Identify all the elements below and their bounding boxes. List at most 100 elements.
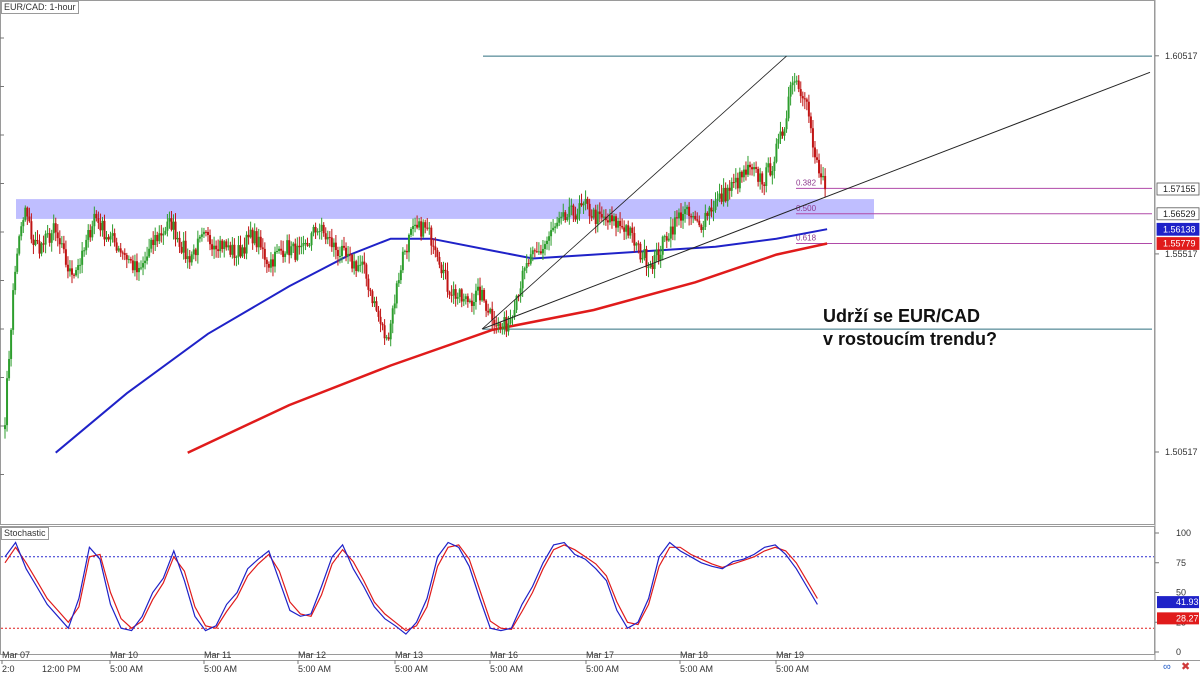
candle-body bbox=[661, 236, 664, 255]
candle-body bbox=[188, 256, 191, 263]
candle-body bbox=[56, 232, 59, 239]
candle-body bbox=[276, 250, 279, 252]
candle-body bbox=[529, 254, 532, 264]
candle-body bbox=[204, 231, 207, 233]
stoch-badge-label: 41.93 bbox=[1176, 597, 1199, 607]
candle-body bbox=[338, 255, 341, 257]
candle-body bbox=[598, 211, 601, 215]
candle-body bbox=[22, 220, 25, 227]
price-badge-label: 1.56529 bbox=[1163, 209, 1196, 219]
candle-body bbox=[156, 235, 159, 242]
candle-body bbox=[387, 337, 390, 340]
candle-body bbox=[773, 161, 776, 171]
candle-body bbox=[574, 215, 577, 220]
candle-body bbox=[322, 224, 325, 234]
candle-body bbox=[771, 170, 774, 176]
annotation-line-2: v rostoucím trendu? bbox=[823, 329, 998, 349]
candle-body bbox=[391, 308, 394, 324]
candle-body bbox=[462, 299, 465, 302]
candle-body bbox=[785, 118, 788, 130]
time-tick-label: 5:00 AM bbox=[110, 664, 143, 674]
candle-body bbox=[172, 221, 175, 230]
candle-body bbox=[235, 256, 238, 258]
candle-body bbox=[381, 323, 384, 326]
candle-body bbox=[410, 229, 412, 235]
candle-body bbox=[623, 227, 626, 232]
candle-body bbox=[665, 236, 668, 241]
candle-body bbox=[83, 250, 86, 252]
time-tick-label: Mar 10 bbox=[110, 650, 138, 660]
candle-body bbox=[46, 233, 49, 235]
candle-body bbox=[105, 237, 108, 240]
candle-body bbox=[217, 249, 220, 252]
candle-body bbox=[566, 217, 569, 221]
candle-body bbox=[251, 229, 254, 244]
candle-body bbox=[308, 245, 311, 247]
candle-body bbox=[182, 240, 185, 253]
candle-body bbox=[533, 250, 536, 252]
candle-body bbox=[223, 241, 226, 249]
candle-body bbox=[635, 243, 638, 246]
candle-body bbox=[316, 231, 319, 233]
link-icon[interactable]: ∞ bbox=[1163, 661, 1171, 673]
candle-body bbox=[310, 233, 313, 246]
candle-body bbox=[424, 222, 427, 228]
stoch-tick-label: 75 bbox=[1176, 558, 1186, 568]
candle-body bbox=[742, 169, 745, 178]
close-icon[interactable]: ✖ bbox=[1181, 661, 1191, 673]
candle-body bbox=[710, 207, 713, 212]
candle-body bbox=[369, 289, 372, 292]
candle-body bbox=[158, 233, 161, 242]
candle-body bbox=[302, 243, 305, 246]
candle-body bbox=[117, 248, 120, 251]
time-tick-label: Mar 17 bbox=[586, 650, 614, 660]
candle-body bbox=[87, 230, 90, 240]
candle-body bbox=[822, 175, 825, 178]
candle-body bbox=[28, 216, 31, 222]
candle-body bbox=[211, 244, 214, 250]
candle-body bbox=[795, 80, 798, 82]
candle-body bbox=[77, 265, 80, 271]
candle-body bbox=[582, 203, 585, 206]
candle-body bbox=[225, 241, 228, 248]
candle-body bbox=[121, 252, 124, 254]
candle-body bbox=[541, 248, 544, 254]
candle-body bbox=[690, 216, 693, 218]
candle-body bbox=[738, 171, 741, 189]
candle-body bbox=[314, 226, 317, 233]
candle-body bbox=[594, 209, 597, 224]
candle-body bbox=[647, 267, 650, 269]
candle-body bbox=[767, 163, 770, 168]
candle-body bbox=[113, 233, 116, 243]
stoch-badge-label: 28.27 bbox=[1176, 613, 1199, 623]
candle-body bbox=[318, 231, 321, 233]
stoch-panel-label: Stochastic bbox=[1, 527, 49, 540]
candle-body bbox=[393, 303, 396, 309]
candle-body bbox=[347, 253, 350, 257]
time-tick-label: 5:00 AM bbox=[490, 664, 523, 674]
candle-body bbox=[405, 250, 408, 253]
candle-body bbox=[491, 308, 494, 320]
candle-body bbox=[507, 323, 510, 332]
candle-body bbox=[608, 215, 611, 223]
candle-body bbox=[184, 240, 187, 260]
candle-body bbox=[588, 203, 591, 217]
candle-body bbox=[483, 289, 486, 301]
candle-body bbox=[761, 173, 764, 185]
candle-body bbox=[101, 220, 104, 231]
candle-body bbox=[202, 231, 205, 235]
candle-body bbox=[627, 225, 630, 236]
candle-body bbox=[663, 236, 666, 238]
candle-body bbox=[166, 221, 169, 231]
candle-body bbox=[62, 243, 65, 250]
candle-body bbox=[749, 164, 752, 168]
price-badge bbox=[1156, 222, 1200, 236]
candle-body bbox=[213, 245, 216, 250]
candle-body bbox=[89, 230, 92, 238]
fib-label: 0.618 bbox=[796, 233, 817, 242]
candle-body bbox=[259, 236, 262, 248]
time-tick-label: Mar 12 bbox=[298, 650, 326, 660]
price-tick-label: 1.55517 bbox=[1165, 249, 1198, 259]
candle-body bbox=[129, 258, 132, 261]
trend-line bbox=[481, 71, 1151, 330]
